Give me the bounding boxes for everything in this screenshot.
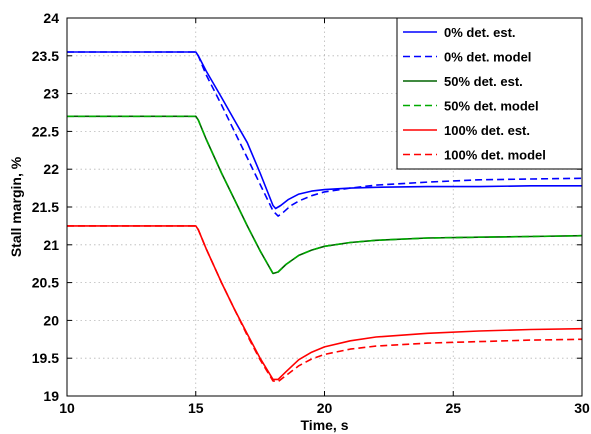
- x-tick-label: 15: [188, 400, 204, 416]
- y-axis-label: Stall margin, %: [8, 156, 24, 257]
- y-tick-label: 21: [43, 237, 59, 253]
- series-line-1: [67, 51, 583, 217]
- series-line-0: [67, 51, 582, 210]
- legend-entry-label: 50% det. est.: [444, 74, 523, 89]
- y-tick-label: 20: [43, 312, 59, 328]
- y-tick-label: 21.5: [32, 199, 59, 215]
- x-tick-label: 20: [317, 400, 333, 416]
- legend-entry-label: 50% det. model: [444, 99, 539, 114]
- legend-entry-label: 100% det. est.: [444, 123, 530, 138]
- x-tick-label: 30: [574, 400, 590, 416]
- y-tick-label: 19.5: [32, 350, 59, 366]
- x-axis-label: Time, s: [301, 417, 349, 433]
- x-tick-label: 25: [445, 400, 461, 416]
- y-tick-label: 20.5: [32, 275, 59, 291]
- y-tick-label: 22: [43, 161, 59, 177]
- series-lines: [67, 51, 583, 383]
- legend-box: [396, 17, 583, 170]
- legend-entry-label: 0% det. est.: [444, 25, 516, 40]
- legend: 0% det. est. 0% det. model 50% det. est. 50…: [396, 17, 583, 170]
- y-tick-label: 22.5: [32, 123, 59, 139]
- y-tick-label: 19: [43, 388, 59, 404]
- y-tick-label: 23: [43, 86, 59, 102]
- series-line-3: [67, 115, 583, 275]
- series-line-5: [67, 225, 583, 383]
- x-tick-label: 10: [59, 400, 75, 416]
- y-tick-label: 23.5: [32, 48, 59, 64]
- y-tick-label: 24: [43, 10, 59, 26]
- legend-entry-label: 0% det. model: [444, 50, 531, 65]
- axis-ticks: 10 15 20 25 30 19 19.5 20 20.5 21 21.5 22 22.5 23 23.5…: [32, 10, 590, 416]
- legend-entry-label: 100% det. model: [444, 148, 546, 163]
